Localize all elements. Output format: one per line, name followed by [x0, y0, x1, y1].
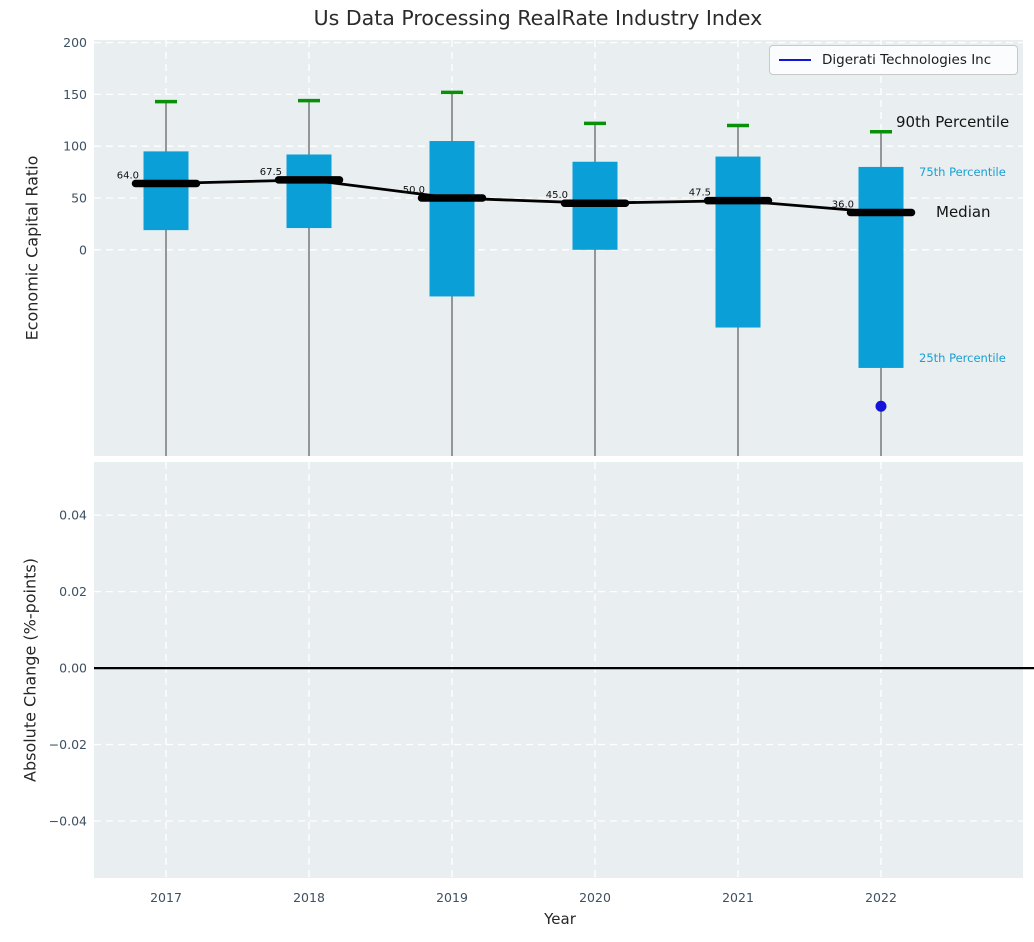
x-tick-label: 2018 [293, 890, 325, 905]
x-tick-label: 2021 [722, 890, 754, 905]
y-axis-label-top: Economic Capital Ratio [22, 155, 42, 341]
median-value-label: 45.0 [546, 190, 568, 201]
company-point [875, 400, 887, 412]
bottom-plot-background [94, 462, 1023, 878]
percentile-box-2021 [715, 156, 761, 328]
y-tick-label: 150 [63, 87, 87, 102]
percentile-box-2017 [143, 151, 189, 231]
y-tick-label: 100 [63, 139, 87, 154]
y-tick-label: −0.04 [49, 814, 87, 829]
y-tick-label: 0.00 [59, 661, 87, 676]
annotation-75th-percentile: 75th Percentile [919, 165, 1006, 179]
annotation-90th-percentile: 90th Percentile [896, 113, 1010, 131]
percentile-box-2022 [858, 166, 904, 368]
median-value-label: 36.0 [832, 200, 854, 211]
x-tick-label: 2020 [579, 890, 611, 905]
median-value-label: 67.5 [260, 167, 282, 178]
percentile-box-2018 [286, 154, 332, 229]
y-tick-label: 200 [63, 35, 87, 50]
x-axis-label: Year [544, 910, 576, 928]
annotation-median: Median [936, 203, 991, 221]
legend-label: Digerati Technologies Inc [822, 52, 992, 68]
y-tick-label: −0.02 [49, 737, 87, 752]
y-tick-label: 50 [71, 191, 87, 206]
percentile-box-2019 [429, 141, 475, 297]
median-value-label: 47.5 [689, 188, 711, 199]
x-tick-label: 2022 [865, 890, 897, 905]
y-tick-label: 0 [79, 242, 87, 257]
x-tick-label: 2017 [150, 890, 182, 905]
annotation-25th-percentile: 25th Percentile [919, 351, 1006, 365]
chart-title: Us Data Processing RealRate Industry Ind… [313, 6, 763, 30]
median-value-label: 64.0 [117, 171, 139, 182]
median-value-label: 50.0 [403, 185, 425, 196]
y-axis-label-bottom: Absolute Change (%-points) [20, 558, 40, 782]
legend: Digerati Technologies Inc [769, 45, 1018, 75]
x-tick-label: 2019 [436, 890, 468, 905]
y-tick-label: 0.02 [59, 584, 87, 599]
legend-line-icon [779, 58, 811, 62]
y-tick-label: 0.04 [59, 508, 87, 523]
